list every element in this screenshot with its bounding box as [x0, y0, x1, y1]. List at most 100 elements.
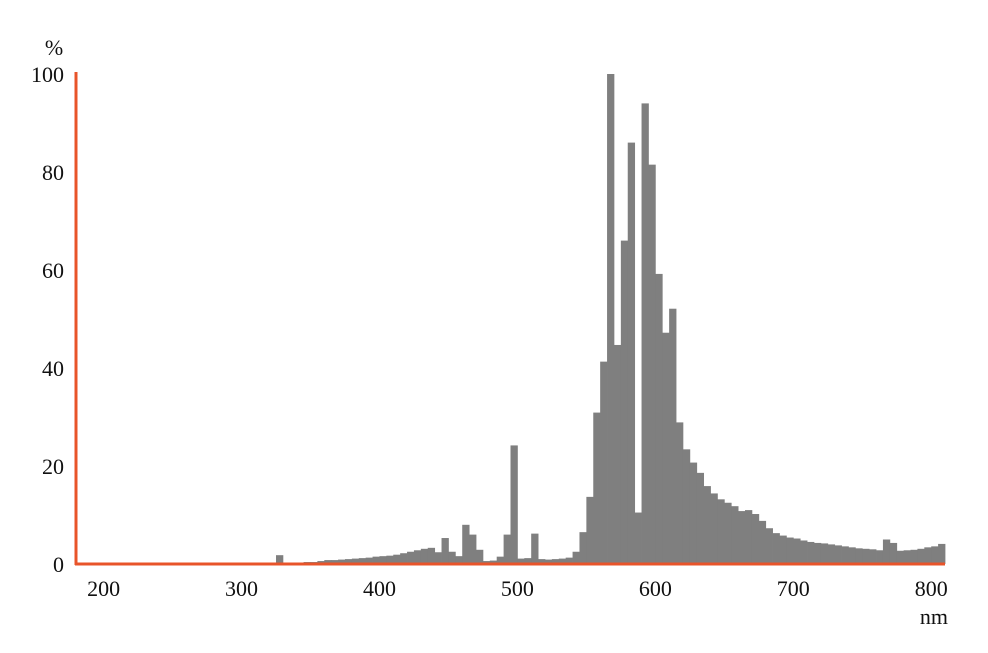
- spectrum-bar: [441, 538, 449, 564]
- x-tick-labels: 200 300 400 500 600 700 800: [87, 576, 948, 601]
- x-axis-unit-label: nm: [920, 604, 948, 629]
- spectrum-bar: [717, 499, 725, 564]
- spectrum-bar: [572, 551, 580, 564]
- x-tick-label: 200: [87, 576, 120, 601]
- spectrum-bar: [655, 273, 663, 564]
- spectrum-bar: [455, 556, 463, 564]
- spectrum-bar: [600, 361, 608, 564]
- spectrum-bar: [703, 486, 711, 564]
- spectrum-bar: [834, 545, 842, 564]
- x-tick-label: 500: [501, 576, 534, 601]
- spectrum-bar: [758, 520, 767, 564]
- spectrum-bar: [531, 533, 539, 564]
- spectrum-bar: [848, 547, 856, 564]
- spectrum-bar: [917, 548, 925, 564]
- spectrum-bar: [620, 240, 629, 564]
- spectrum-bar: [827, 544, 836, 564]
- spectrum-bar: [744, 510, 753, 564]
- spectrum-bar: [882, 539, 891, 564]
- spectrum-bar: [503, 534, 511, 564]
- spectrum-bar: [427, 547, 436, 564]
- spectrum-bar: [800, 540, 808, 564]
- spectrum-bar: [420, 548, 429, 564]
- spectrum-bar: [386, 555, 394, 564]
- spectrum-bar: [476, 549, 484, 564]
- spectrum-bar: [538, 559, 546, 564]
- spectrum-bar: [393, 554, 401, 564]
- spectrum-bar: [779, 535, 787, 564]
- spectrum-bar: [400, 553, 408, 564]
- spectrum-bar: [365, 557, 373, 564]
- spectrum-bar: [807, 541, 815, 564]
- x-tick-label: 700: [777, 576, 810, 601]
- spectrum-bar: [910, 549, 918, 564]
- spectrum-bar: [841, 546, 849, 564]
- spectrum-bar: [510, 445, 518, 564]
- spectrum-bar: [413, 550, 422, 564]
- spectrum-bar: [344, 559, 353, 564]
- y-axis-unit-label: %: [45, 35, 63, 60]
- y-tick-label: 40: [42, 356, 64, 381]
- spectrum-bar: [607, 74, 615, 564]
- spectrum-bar: [889, 542, 898, 564]
- spectrum-bar: [469, 534, 477, 564]
- spectrum-bar: [669, 308, 677, 564]
- spectrum-bar: [434, 552, 442, 564]
- y-tick-label: 60: [42, 258, 64, 283]
- spectrum-bar: [634, 512, 642, 564]
- spectrum-bar: [938, 543, 946, 564]
- spectrum-bar: [689, 462, 698, 564]
- spectrum-bar: [496, 556, 505, 564]
- spectrum-bar: [772, 533, 780, 564]
- spectrum-bar: [558, 558, 567, 564]
- bar-series: [276, 74, 946, 565]
- spectrum-bar: [372, 556, 380, 564]
- spectrum-bar: [331, 560, 339, 564]
- spectrum-bar: [351, 558, 360, 564]
- spectrum-bar: [565, 557, 573, 564]
- spectrum-bar: [724, 502, 732, 564]
- spectrum-bar: [682, 449, 691, 564]
- spectrum-bar: [862, 548, 870, 564]
- spectrum-bar: [696, 472, 705, 564]
- spectrum-bar: [710, 493, 718, 564]
- spectrum-bar: [613, 344, 622, 564]
- spectrum-bar: [786, 537, 794, 564]
- y-tick-labels: 0 20 40 60 80 100: [31, 62, 64, 577]
- spectrum-bar: [593, 412, 601, 564]
- spectrum-bar: [876, 550, 884, 564]
- x-tick-label: 400: [363, 576, 396, 601]
- spectrum-bar: [820, 543, 829, 564]
- x-tick-label: 600: [639, 576, 672, 601]
- spectrum-bar: [627, 142, 636, 564]
- y-tick-label: 0: [53, 552, 64, 577]
- spectrum-bar: [751, 514, 760, 564]
- spectrum-bar: [738, 511, 746, 564]
- spectrum-bar: [855, 548, 863, 564]
- spectrum-bar: [896, 550, 905, 564]
- spectrum-bar: [338, 559, 346, 564]
- spectrum-bar: [489, 560, 498, 564]
- spectrum-bar: [931, 546, 939, 564]
- spectrum-bar: [903, 550, 911, 564]
- spectrum-bar: [662, 332, 670, 564]
- y-tick-label: 20: [42, 454, 64, 479]
- spectrum-bar: [324, 560, 332, 564]
- spectrum-bar: [586, 496, 594, 564]
- y-tick-label: 80: [42, 160, 64, 185]
- spectrum-bar: [379, 556, 387, 564]
- spectrum-bar: [358, 558, 367, 564]
- spectrum-bar: [544, 559, 553, 564]
- spectrum-bar: [276, 555, 284, 564]
- spectrum-bar: [517, 558, 525, 564]
- spectrum-bar: [924, 547, 932, 564]
- spectrum-bar: [641, 103, 649, 565]
- spectrum-bar: [462, 524, 470, 564]
- spectrum-bar: [731, 506, 739, 564]
- x-tick-label: 800: [915, 576, 948, 601]
- spectrum-bar: [869, 549, 877, 564]
- spectrum-bar: [579, 532, 587, 564]
- spectrum-bar: [793, 538, 801, 564]
- spectrum-bar: [648, 164, 656, 564]
